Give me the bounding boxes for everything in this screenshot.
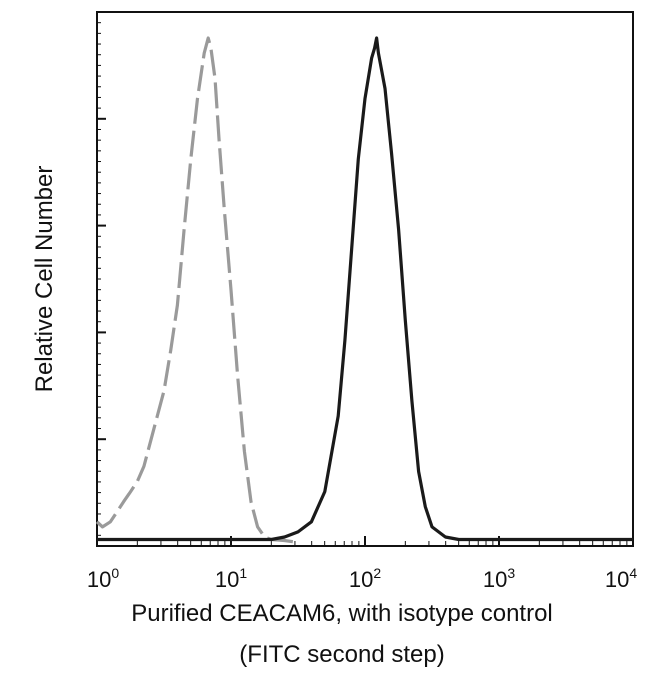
x-tick-label: 101 — [215, 565, 247, 592]
series-layer — [95, 36, 633, 544]
x-axis-label: Purified CEACAM6, with isotype control — [131, 600, 553, 627]
x-axis-label-line2: (FITC second step) — [239, 641, 444, 668]
x-tick-label: 103 — [483, 565, 515, 592]
x-tick-label: 102 — [349, 565, 381, 592]
ceacam6-curve — [97, 36, 633, 542]
x-tick-label: 104 — [605, 565, 637, 592]
y-axis-ticks — [97, 11, 106, 536]
y-axis-label: Relative Cell Number — [31, 166, 58, 393]
isotype-control-curve — [95, 36, 296, 544]
x-tick-labels: 100 101 102 103 104 — [87, 565, 637, 592]
x-tick-label: 100 — [87, 565, 119, 592]
